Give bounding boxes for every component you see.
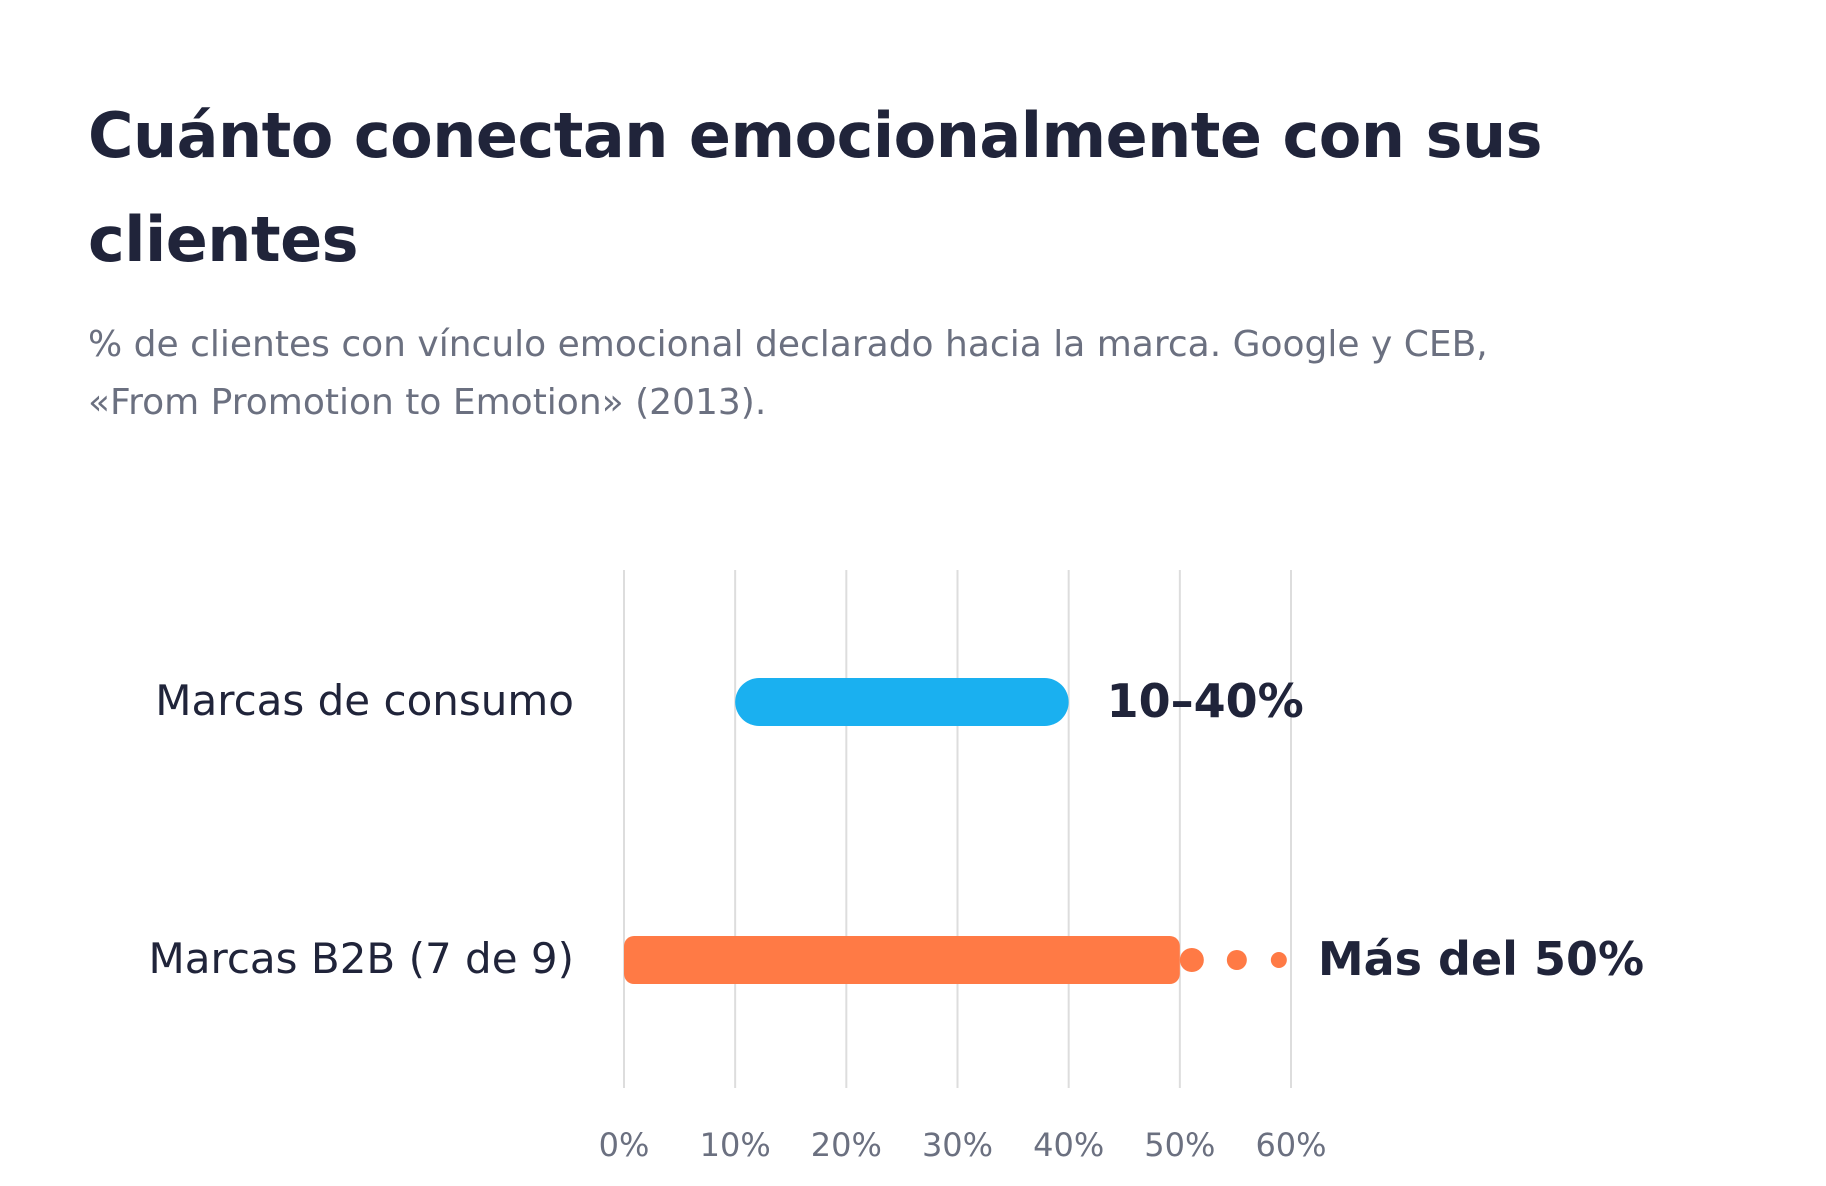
continuation-dot <box>1179 948 1204 972</box>
x-tick-label: 0% <box>599 1126 650 1164</box>
x-tick-label: 10% <box>700 1126 771 1164</box>
x-tick-label: 40% <box>1033 1126 1104 1164</box>
continuation-dot <box>1270 952 1287 968</box>
chart-title: Cuánto conectan emocionalmente con sus c… <box>88 99 1543 276</box>
category-label: Marcas B2B (7 de 9) <box>149 934 575 983</box>
x-tick-label: 30% <box>922 1126 993 1164</box>
x-tick-label: 60% <box>1255 1126 1326 1164</box>
range-bar <box>624 936 1180 984</box>
range-bar <box>735 678 1069 726</box>
data-label: 10–40% <box>1107 674 1304 728</box>
category-label: Marcas de consumo <box>155 676 574 725</box>
continuation-dot <box>1226 950 1247 970</box>
chart-subtitle: % de clientes con vínculo emocional decl… <box>88 324 1488 423</box>
data-label: Más del 50% <box>1318 932 1644 986</box>
x-tick-label: 50% <box>1144 1126 1215 1164</box>
x-tick-label: 20% <box>811 1126 882 1164</box>
